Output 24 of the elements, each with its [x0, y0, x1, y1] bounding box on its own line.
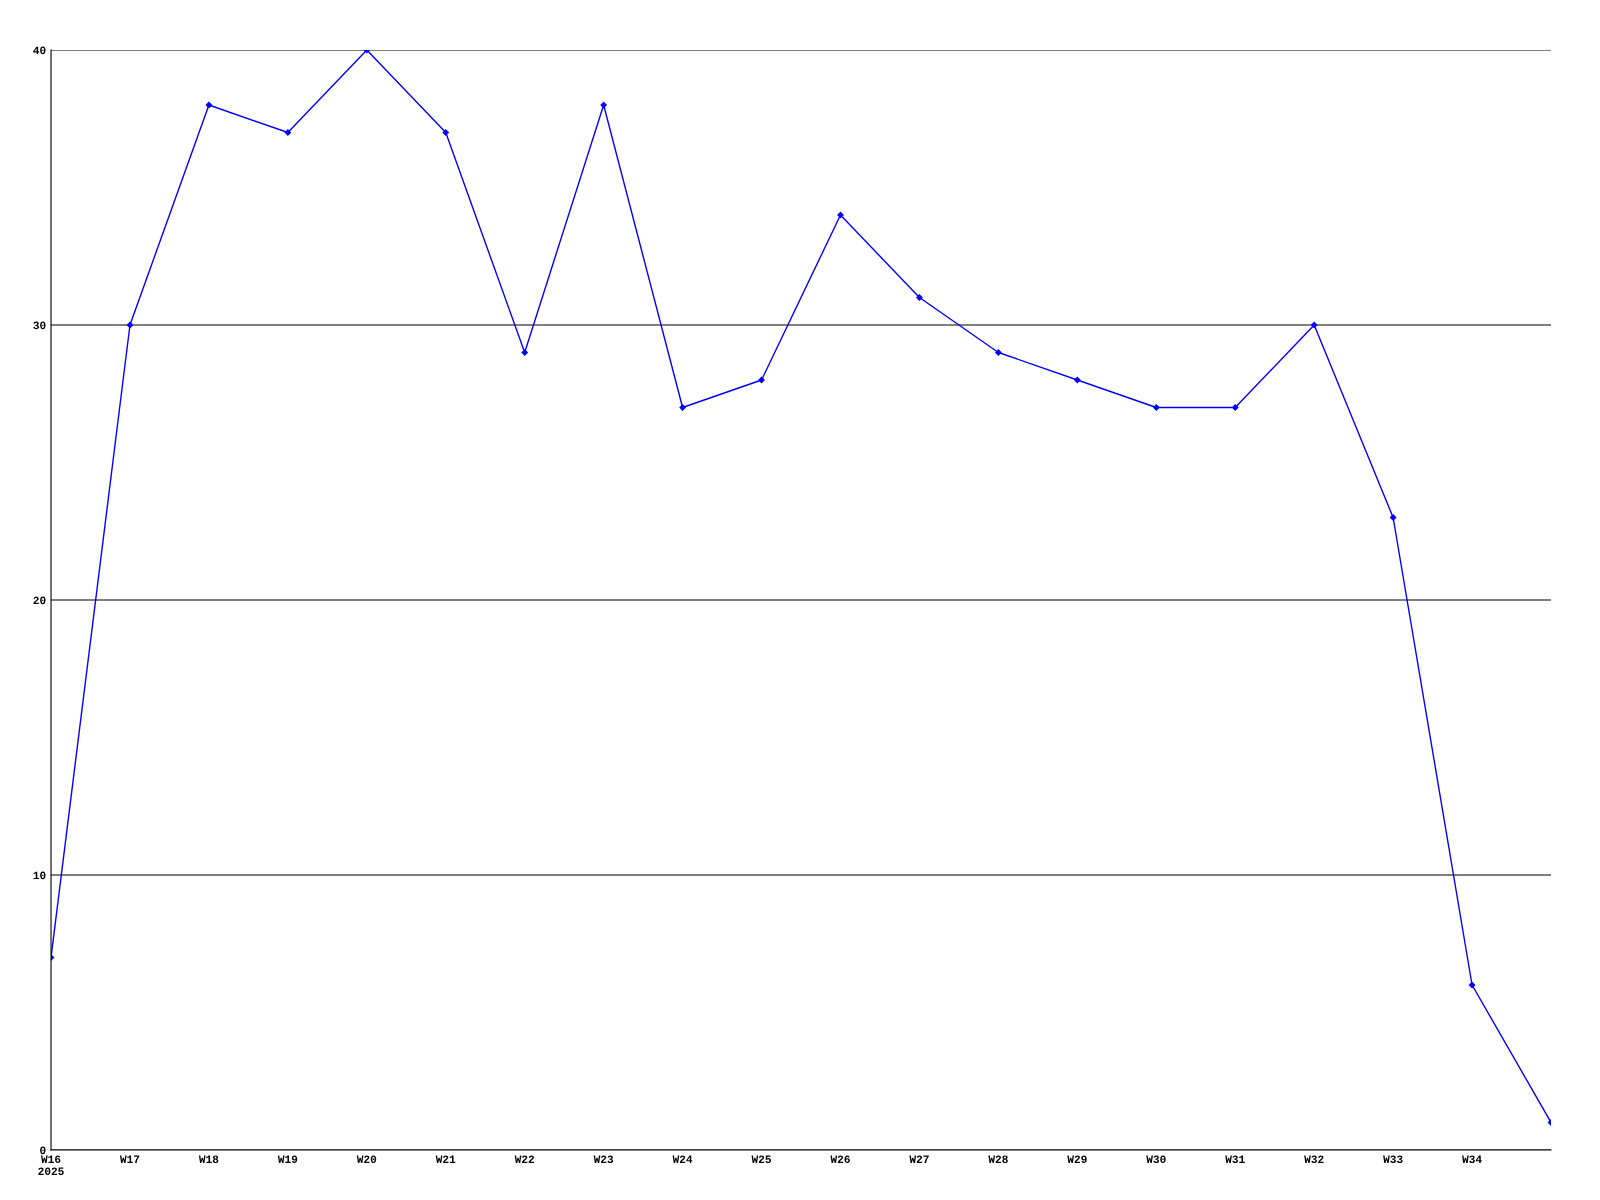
- x-tick-label: W27: [909, 1155, 929, 1163]
- y-tick-label: 10: [33, 871, 46, 880]
- x-tick-label: W19: [277, 1155, 298, 1164]
- x-tick-label: W34: [1462, 1155, 1482, 1164]
- x-tick-label: W18: [198, 1155, 219, 1164]
- x-tick-label: W22: [514, 1155, 535, 1163]
- x-tick-label: W33: [1383, 1155, 1403, 1164]
- x-tick-label: W30: [1146, 1155, 1166, 1164]
- x-tick-label: W26: [830, 1155, 850, 1164]
- y-tick-label: 40: [33, 46, 46, 55]
- x-tick-label: W16 2025: [38, 1155, 64, 1175]
- x-tick-label: W17: [119, 1155, 140, 1163]
- x-tick-label: W31: [1225, 1155, 1245, 1164]
- x-tick-label: W29: [1067, 1155, 1087, 1164]
- x-tick-label: W32: [1304, 1155, 1324, 1164]
- y-tick-label: 20: [33, 596, 46, 605]
- y-tick-label: 30: [33, 321, 46, 330]
- x-tick-label: W20: [356, 1155, 377, 1164]
- x-tick-label: W24: [672, 1155, 693, 1163]
- x-tick-label: W21: [435, 1155, 456, 1163]
- y-tick-label: 0: [40, 1146, 46, 1155]
- x-tick-label: W23: [593, 1155, 614, 1164]
- x-tick-label: W28: [988, 1155, 1008, 1164]
- x-tick-label: W25: [751, 1155, 771, 1164]
